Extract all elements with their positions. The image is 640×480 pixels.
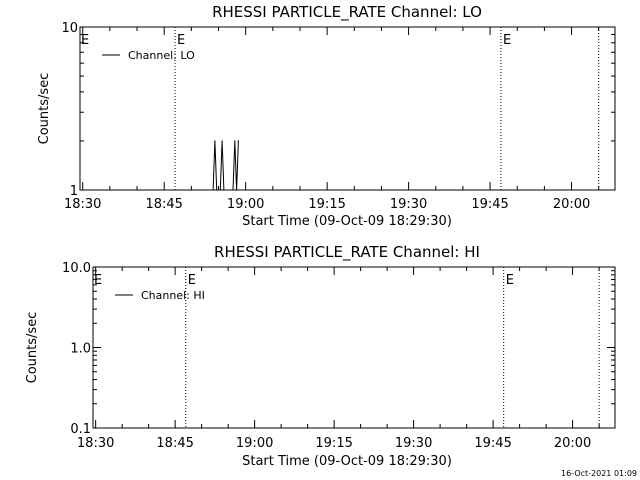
panel1-series-line [212, 140, 239, 191]
panel1-data-point [236, 189, 238, 191]
panel1-x-tick-label: 20:00 [553, 197, 590, 212]
panel1-x-tick-label: 19:00 [227, 197, 264, 212]
panel1-event-marker-label: E [503, 33, 511, 48]
panel2-x-tick-label: 19:00 [236, 436, 273, 451]
panel1-x-axis-label: Start Time (09-Oct-09 18:29:30) [242, 214, 452, 229]
panel1-data-point [237, 140, 240, 142]
panel1-y-tick-label: 10 [61, 21, 78, 36]
panel1-x-tick-label: 19:45 [471, 197, 508, 212]
panel2-x-tick-label: 19:45 [474, 436, 511, 451]
panel2-chart-title: RHESSI PARTICLE_RATE Channel: HI [214, 243, 480, 262]
panel2-x-tick-label: 20:00 [554, 436, 591, 451]
panel2-x-axis-label: Start Time (09-Oct-09 18:29:30) [242, 454, 452, 469]
panel2-x-tick-label: 19:30 [395, 436, 432, 451]
panel1-data-point [221, 140, 223, 142]
panel1-plot-frame [79, 26, 616, 191]
panel1-data-point [232, 189, 234, 191]
panel1-data-point [219, 189, 221, 191]
panel1-x-tick-label: 19:15 [308, 197, 345, 212]
panel1-chart-title: RHESSI PARTICLE_RATE Channel: LO [212, 3, 482, 22]
panel1-x-tick-label: 19:30 [390, 197, 427, 212]
panel1-data-point [214, 140, 216, 142]
panel1-data-point [223, 189, 225, 191]
panel1-data-point [216, 189, 218, 191]
panel2-x-tick-label: 19:15 [315, 436, 352, 451]
panel1-y-axis-label: Counts/sec [37, 73, 52, 145]
panel1-x-tick-label: 18:30 [64, 197, 101, 212]
panel1-y-tick-label: 1 [70, 184, 78, 199]
panel1-legend-label: Channel: LO [128, 49, 195, 62]
panel1-event-marker-label: E [177, 33, 185, 48]
panel2-y-tick-label: 1.0 [70, 342, 91, 357]
panel2-event-marker-label: E [188, 273, 196, 288]
panel2-x-tick-label: 18:45 [156, 436, 193, 451]
panel2-legend-label: Channel: HI [141, 289, 205, 302]
panel2-event-marker-label: E [506, 273, 514, 288]
panel2-y-axis-label: Counts/sec [25, 312, 40, 384]
panel1-x-tick-label: 18:45 [145, 197, 182, 212]
panel2-x-tick-label: 18:30 [77, 436, 114, 451]
footer-timestamp: 16-Oct-2021 01:09 [561, 469, 637, 478]
panel1-data-point [212, 189, 214, 191]
panel2-event-marker-label-left: E [94, 273, 102, 288]
panel2-y-tick-label: 0.1 [70, 422, 91, 437]
panel2-y-tick-label: 10.0 [62, 261, 91, 276]
panel1-event-marker-label-left: E [81, 33, 89, 48]
panel1-data-point [234, 140, 236, 142]
